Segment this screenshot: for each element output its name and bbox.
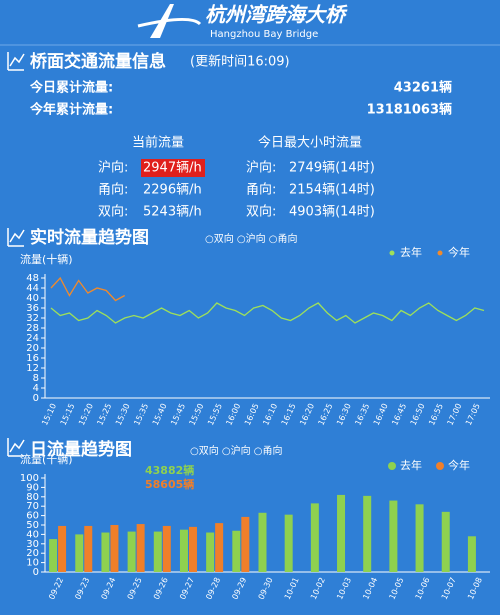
legend-swatch	[389, 250, 395, 256]
y-tick-label: 60	[26, 511, 39, 522]
header-title: 杭州湾跨海大桥	[205, 3, 348, 27]
chart-title: 实时流量趋势图	[30, 227, 149, 248]
chart-subtitle: ○双向 ○沪向 ○甬向	[205, 232, 298, 245]
bar	[337, 494, 346, 572]
logo	[137, 4, 202, 38]
value: 13181063辆	[367, 102, 452, 118]
legend-label: 去年	[400, 458, 422, 472]
y-tick-label: 10	[26, 558, 39, 569]
y-axis-label: 流量(十辆)	[20, 252, 73, 266]
bar	[153, 531, 162, 572]
bar	[284, 514, 293, 572]
bar	[49, 539, 58, 572]
bar	[389, 500, 398, 572]
bar	[441, 511, 450, 572]
y-tick-label: 80	[26, 492, 39, 503]
bar	[162, 525, 171, 572]
direction: 沪向:	[246, 160, 276, 176]
y-tick-label: 8	[33, 373, 39, 384]
bar	[310, 503, 319, 572]
bar	[58, 525, 67, 572]
y-tick-label: 30	[26, 539, 39, 550]
column-header: 今日最大小时流量	[258, 135, 362, 151]
bar	[179, 529, 188, 572]
y-tick-label: 70	[26, 501, 39, 512]
current-flow: 2947辆/h	[143, 161, 202, 176]
legend-swatch	[388, 462, 396, 470]
bar	[215, 523, 224, 572]
max-flow: 2749辆(14时)	[289, 161, 375, 176]
section-icon	[7, 52, 25, 457]
direction: 甬向:	[98, 182, 128, 198]
direction: 沪向:	[98, 160, 128, 176]
bar	[75, 534, 84, 572]
y-tick-label: 0	[33, 567, 39, 578]
label: 今日累计流量:	[29, 80, 113, 96]
max-flow: 2154辆(14时)	[289, 183, 375, 198]
bar	[136, 524, 145, 572]
annotation: 43882辆	[145, 463, 194, 477]
column-header: 当前流量	[132, 135, 184, 151]
y-tick-label: 16	[26, 353, 39, 364]
chart-subtitle: ○双向 ○沪向 ○甬向	[190, 444, 283, 457]
bar	[188, 526, 197, 572]
y-tick-label: 40	[26, 529, 39, 540]
legend-label: 今年	[448, 245, 470, 259]
bar	[101, 532, 110, 572]
y-axis-label: 流量(千辆)	[20, 452, 73, 466]
y-tick-label: 24	[26, 333, 39, 344]
direction: 双向:	[246, 204, 276, 220]
bar	[467, 536, 476, 572]
y-tick-label: 12	[26, 363, 39, 374]
bar	[415, 504, 424, 572]
y-tick-label: 4	[33, 383, 39, 394]
update-time: (更新时间16:09)	[190, 54, 290, 70]
header-subtitle: Hangzhou Bay Bridge	[210, 29, 318, 40]
annotation: 58605辆	[145, 477, 194, 491]
y-tick-label: 50	[26, 520, 39, 531]
section-title: 桥面交通流量信息	[30, 51, 166, 72]
y-tick-label: 100	[20, 473, 39, 484]
bar	[241, 516, 250, 572]
bar	[127, 531, 136, 572]
highlight	[141, 159, 205, 177]
line-series	[50, 302, 485, 324]
y-tick-label: 40	[26, 293, 39, 304]
value: 43261辆	[394, 80, 452, 96]
y-tick-label: 44	[26, 283, 39, 294]
y-tick-label: 32	[26, 313, 39, 324]
y-tick-label: 20	[26, 548, 39, 559]
current-flow: 2296辆/h	[143, 183, 202, 198]
y-tick-label: 36	[26, 303, 39, 314]
bar	[258, 512, 267, 572]
y-tick-label: 20	[26, 343, 39, 354]
direction: 甬向:	[246, 182, 276, 198]
y-tick-label: 90	[26, 482, 39, 493]
legend-label: 去年	[400, 245, 422, 259]
max-flow: 4903辆(14时)	[289, 205, 375, 220]
label: 今年累计流量:	[29, 102, 113, 118]
bar	[363, 495, 372, 572]
legend-label: 今年	[448, 458, 470, 472]
y-tick-label: 28	[26, 323, 39, 334]
line-series	[50, 276, 126, 302]
chart-title: 日流量趋势图	[30, 439, 132, 460]
y-tick-label: 48	[26, 273, 39, 284]
y-tick-label: 0	[33, 393, 39, 404]
legend-swatch	[437, 250, 443, 256]
legend-swatch	[436, 462, 444, 470]
direction: 双向:	[98, 204, 128, 220]
bar	[206, 532, 215, 572]
current-flow: 5243辆/h	[143, 205, 202, 220]
bar	[84, 525, 93, 572]
bar	[232, 530, 241, 572]
bar	[110, 525, 119, 572]
